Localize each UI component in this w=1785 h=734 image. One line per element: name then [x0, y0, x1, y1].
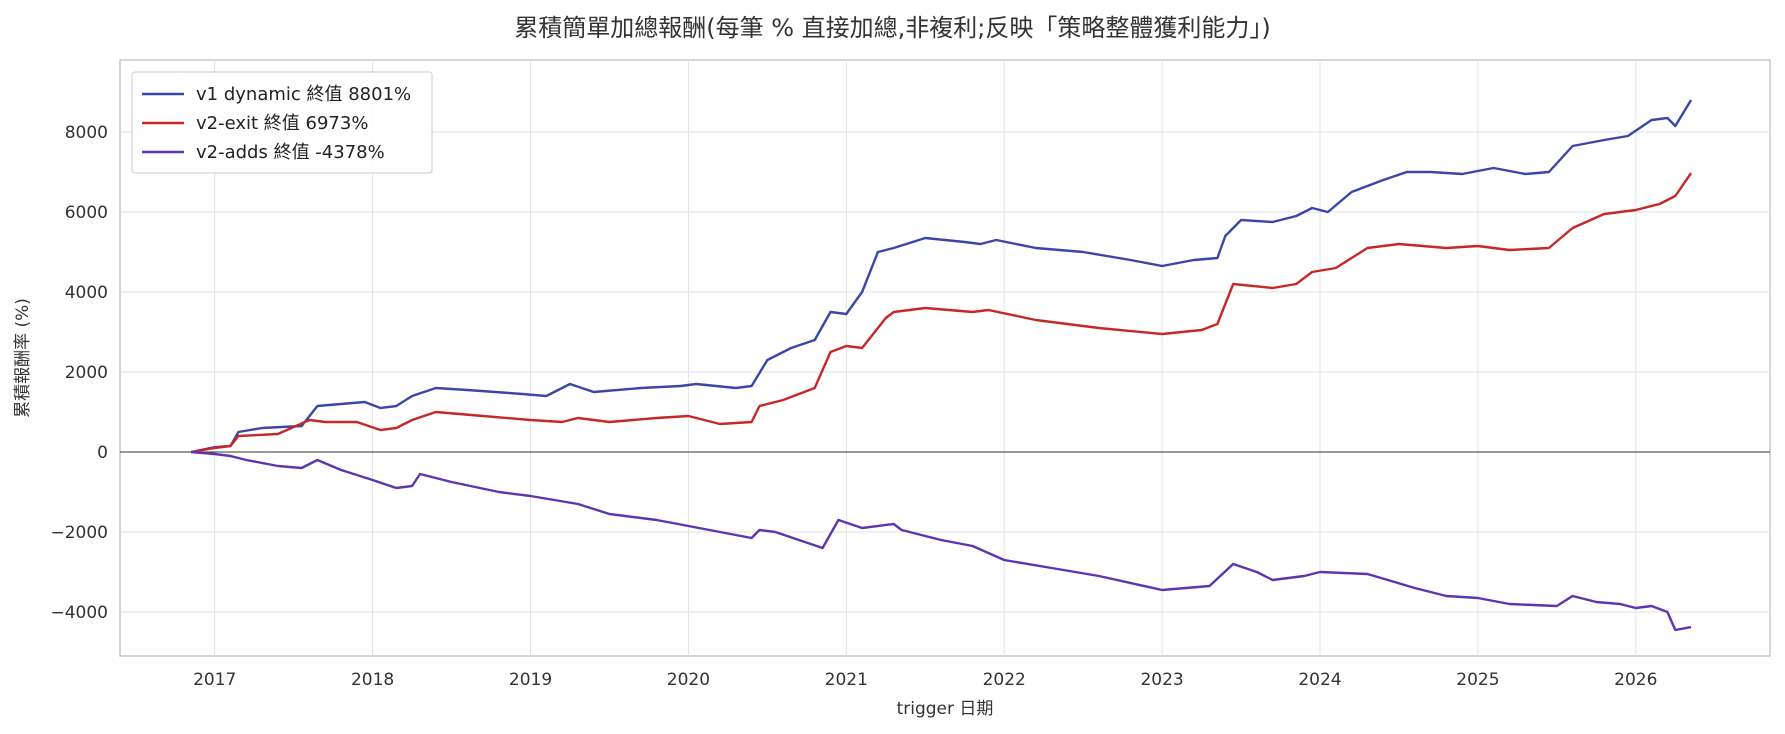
x-tick-label: 2020	[667, 670, 710, 690]
legend-entry: v2-adds 終值 -4378%	[196, 142, 385, 163]
y-tick-label: 8000	[65, 123, 108, 143]
legend-entry: v2-exit 終值 6973%	[196, 113, 368, 134]
x-tick-label: 2017	[193, 670, 236, 690]
tick-labels: 2017 2018 2019 2020 2021 2022 2023 2024 2025 2026…	[50, 123, 1657, 690]
y-tick-label: 2000	[65, 363, 108, 383]
series-lines	[190, 99, 1693, 632]
y-tick-label: 6000	[65, 203, 108, 223]
x-tick-label: 2021	[825, 670, 868, 690]
x-tick-label: 2019	[509, 670, 552, 690]
x-tick-label: 2018	[351, 670, 394, 690]
series-line-1	[190, 99, 1693, 454]
series-line-3	[190, 450, 1692, 632]
series-line-2	[190, 172, 1693, 454]
x-tick-label: 2023	[1140, 670, 1183, 690]
y-tick-label: 4000	[65, 283, 108, 303]
x-tick-label: 2025	[1456, 670, 1499, 690]
y-tick-label: 0	[97, 443, 108, 463]
legend-entry: v1 dynamic 終值 8801%	[196, 84, 411, 105]
legend: v1 dynamic 終值 8801% v2-exit 終值 6973% v2-ad…	[131, 71, 433, 174]
x-axis-label: trigger 日期	[897, 699, 994, 719]
x-tick-label: 2024	[1298, 670, 1341, 690]
chart-title: 累積簡單加總報酬(每筆 % 直接加總,非複利;反映「策略整體獲利能力」)	[514, 14, 1271, 42]
legend-box	[131, 71, 433, 174]
x-tick-label: 2026	[1614, 670, 1657, 690]
y-tick-label: −4000	[50, 603, 108, 623]
y-axis-label: 累積報酬率 (%)	[13, 298, 33, 418]
y-tick-label: −2000	[50, 523, 108, 543]
plot-frame	[119, 59, 1771, 657]
x-tick-label: 2022	[983, 670, 1026, 690]
